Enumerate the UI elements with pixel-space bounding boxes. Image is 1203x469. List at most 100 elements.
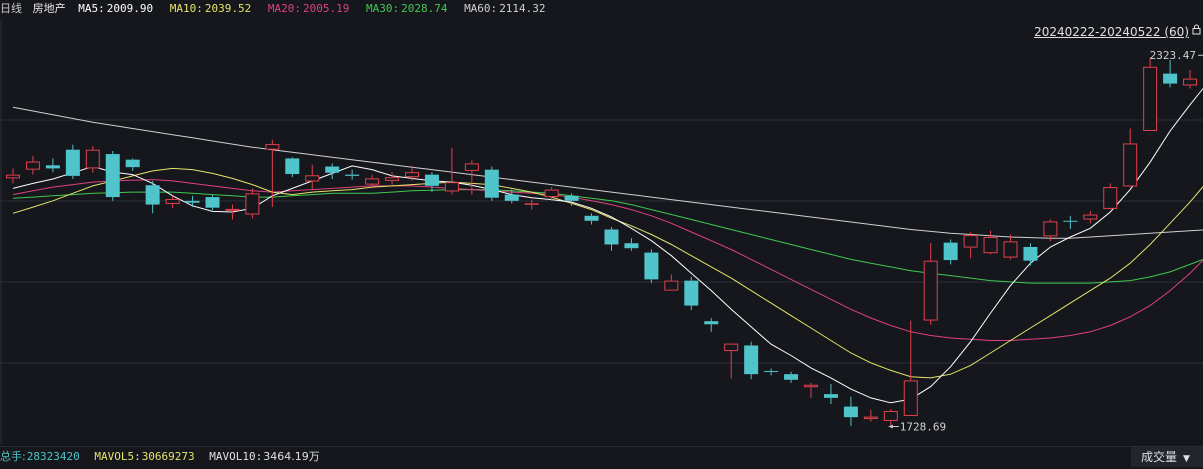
candle-body bbox=[266, 145, 279, 150]
candle bbox=[1004, 234, 1017, 259]
candle bbox=[704, 318, 718, 332]
candle bbox=[984, 231, 997, 255]
candle-body bbox=[1104, 188, 1117, 209]
candle-body bbox=[784, 374, 798, 380]
candle-body bbox=[386, 178, 399, 181]
candle-body bbox=[1023, 247, 1037, 261]
candle bbox=[744, 342, 758, 379]
candle-body bbox=[425, 175, 439, 186]
candle-body bbox=[505, 195, 519, 201]
candle bbox=[884, 409, 897, 426]
candle-body bbox=[26, 162, 39, 169]
candle-body bbox=[844, 407, 858, 418]
candle-body bbox=[644, 253, 658, 280]
candle-body bbox=[485, 170, 499, 198]
candle-body bbox=[725, 344, 738, 350]
candle bbox=[425, 172, 439, 192]
candle-body bbox=[1184, 79, 1197, 85]
candle bbox=[904, 321, 917, 416]
candle-body bbox=[1004, 242, 1017, 257]
candle-body bbox=[7, 175, 20, 178]
candle bbox=[1124, 128, 1137, 186]
candle bbox=[285, 157, 299, 177]
candle-body bbox=[1044, 222, 1057, 236]
candle bbox=[325, 163, 339, 179]
candle bbox=[824, 384, 838, 404]
candle bbox=[665, 274, 678, 290]
high-price-label: 2323.47 bbox=[1150, 49, 1196, 62]
candle-body bbox=[704, 321, 718, 324]
candle bbox=[1104, 183, 1117, 209]
candle-body bbox=[325, 167, 339, 173]
candle-body bbox=[665, 281, 678, 290]
candle bbox=[864, 410, 877, 422]
candle-body bbox=[864, 417, 877, 418]
total-volume-value: 28323420 bbox=[27, 450, 80, 463]
candle-body bbox=[226, 209, 239, 210]
candle-body bbox=[285, 158, 299, 174]
candle-body bbox=[465, 164, 478, 170]
volume-toggle-button[interactable]: 成交量▼ bbox=[1131, 447, 1203, 467]
candle-body bbox=[525, 204, 538, 205]
candle bbox=[186, 196, 200, 207]
candle-body bbox=[624, 243, 638, 248]
candle bbox=[944, 239, 958, 264]
candle bbox=[146, 181, 160, 213]
candle bbox=[764, 369, 778, 376]
candle-body bbox=[86, 150, 99, 168]
candle-body bbox=[166, 199, 179, 203]
candle-body bbox=[585, 216, 599, 221]
candle-body bbox=[824, 394, 838, 398]
candle-body bbox=[984, 237, 997, 252]
candle bbox=[106, 151, 120, 201]
candle bbox=[924, 243, 937, 325]
candle bbox=[46, 158, 60, 172]
candle bbox=[1144, 57, 1157, 131]
candle-body bbox=[684, 281, 698, 306]
candle bbox=[784, 372, 798, 383]
candle-body bbox=[944, 243, 958, 260]
candle-body bbox=[445, 183, 458, 191]
candle-body bbox=[924, 261, 937, 320]
candle bbox=[725, 344, 738, 379]
low-price-label: 1728.69 bbox=[900, 421, 946, 434]
kline-chart[interactable]: 2323.47 1728.69 bbox=[0, 0, 1203, 446]
candle bbox=[86, 146, 99, 173]
candle-body bbox=[1144, 67, 1157, 130]
candle bbox=[345, 170, 359, 180]
candle-body bbox=[1124, 144, 1137, 186]
candle-body bbox=[186, 201, 200, 203]
candle bbox=[964, 232, 977, 258]
candle-body bbox=[744, 345, 758, 374]
volume-indicator-bar: 总手:28323420 MAVOL5:30669273 MAVOL10:3464… bbox=[0, 446, 1203, 467]
candle bbox=[246, 188, 259, 218]
candle-body bbox=[366, 179, 379, 184]
candle-body bbox=[964, 236, 977, 247]
candle-body bbox=[306, 176, 319, 181]
candle bbox=[1084, 211, 1097, 223]
candle bbox=[585, 213, 599, 224]
candle-body bbox=[66, 150, 80, 176]
candle bbox=[644, 249, 658, 283]
candle-body bbox=[345, 175, 359, 176]
candle bbox=[485, 167, 499, 201]
candle bbox=[1163, 60, 1177, 87]
candle-body bbox=[1063, 221, 1077, 222]
candle bbox=[206, 195, 220, 211]
candle-body bbox=[146, 185, 160, 204]
candle bbox=[1184, 70, 1197, 89]
mavol10-value: 3464.19万 bbox=[263, 450, 320, 463]
candle-body bbox=[246, 194, 259, 214]
candle-body bbox=[1163, 74, 1177, 84]
candle-body bbox=[904, 381, 917, 416]
volume-toggle-label: 成交量 bbox=[1141, 450, 1177, 464]
total-volume-label: 总手: bbox=[0, 450, 26, 463]
ma10-line bbox=[13, 168, 1203, 378]
candle-body bbox=[206, 197, 220, 208]
candle-body bbox=[545, 190, 558, 196]
candle-body bbox=[764, 371, 778, 372]
mavol10-label: MAVOL10: bbox=[209, 450, 262, 463]
candle bbox=[624, 238, 638, 250]
candle bbox=[684, 277, 698, 310]
candle bbox=[1063, 216, 1077, 229]
